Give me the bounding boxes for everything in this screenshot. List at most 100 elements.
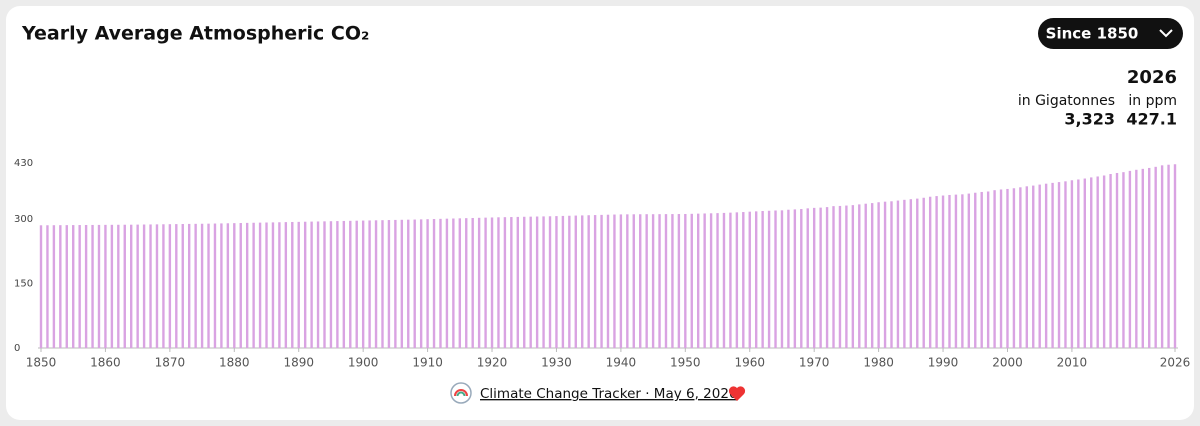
- bar: [439, 218, 442, 348]
- bar: [316, 221, 320, 348]
- x-tick-label: 1860: [90, 356, 121, 370]
- bar: [722, 212, 726, 348]
- bar: [1102, 175, 1106, 348]
- bar: [97, 224, 101, 348]
- bar: [1064, 181, 1067, 348]
- bar: [1141, 168, 1144, 348]
- bar: [207, 223, 210, 348]
- bar: [400, 219, 404, 348]
- bar: [432, 219, 436, 348]
- bar: [542, 216, 545, 348]
- bar: [265, 222, 268, 348]
- bar: [754, 211, 758, 348]
- bar: [690, 213, 693, 348]
- bar: [239, 223, 242, 348]
- bar: [1051, 182, 1054, 348]
- bar: [104, 224, 107, 348]
- bar: [490, 217, 494, 348]
- bar: [548, 216, 552, 348]
- bar: [986, 191, 990, 348]
- bar: [194, 223, 197, 348]
- bar: [220, 223, 223, 348]
- bar: [252, 222, 255, 348]
- bar: [658, 214, 661, 348]
- bar: [387, 220, 391, 348]
- bar: [1070, 180, 1074, 348]
- bar: [336, 221, 339, 348]
- x-tick-label: 1960: [734, 356, 765, 370]
- logo-arc: [454, 389, 468, 397]
- bar: [310, 221, 313, 348]
- dropdown-arrow: [1159, 29, 1173, 38]
- bar: [903, 199, 906, 348]
- bar: [413, 219, 416, 348]
- bar: [72, 225, 75, 348]
- bar: [39, 225, 43, 348]
- bar: [329, 221, 333, 348]
- bar: [117, 224, 120, 348]
- dropdown[interactable]: [1038, 18, 1183, 49]
- bar: [1006, 188, 1009, 348]
- bar: [1109, 174, 1112, 348]
- bar: [510, 217, 513, 348]
- x-tick-label: 2010: [1057, 356, 1088, 370]
- bar: [825, 207, 829, 348]
- bar: [516, 216, 519, 348]
- bar: [729, 212, 732, 348]
- bar: [916, 198, 919, 348]
- dropdown-label[interactable]: Since 1850: [1046, 25, 1139, 43]
- x-tick-label: 1850: [26, 356, 57, 370]
- bar: [709, 213, 713, 348]
- bar: [671, 214, 674, 348]
- bar: [187, 223, 191, 348]
- bar: [948, 194, 951, 348]
- bar: [845, 205, 848, 348]
- ppm-label: in ppm: [1128, 93, 1177, 109]
- bar: [896, 200, 900, 348]
- bar: [419, 219, 423, 348]
- bar: [374, 220, 378, 348]
- bar: [110, 224, 114, 348]
- bar: [452, 218, 455, 348]
- bar: [342, 220, 346, 348]
- bar: [1135, 169, 1138, 348]
- bar: [851, 205, 855, 348]
- bar: [1044, 183, 1048, 348]
- bar: [555, 216, 558, 348]
- bar: [703, 213, 706, 348]
- bar: [65, 225, 68, 348]
- bar: [735, 212, 739, 348]
- bar: [91, 224, 94, 348]
- gigatonnes-label: in Gigatonnes: [1018, 93, 1115, 109]
- bar: [999, 189, 1003, 348]
- bar: [245, 222, 249, 348]
- bar: [632, 214, 635, 348]
- bar: [619, 214, 623, 348]
- heart-icon[interactable]: [728, 386, 746, 401]
- bar: [780, 210, 784, 348]
- bar: [503, 217, 507, 348]
- bar: [407, 219, 410, 348]
- y-tick-label: 430: [14, 158, 33, 169]
- bar: [974, 192, 977, 348]
- x-tick-label: 1940: [606, 356, 637, 370]
- bar: [832, 206, 835, 348]
- bar: [1115, 172, 1119, 348]
- bar: [761, 211, 764, 348]
- bar: [149, 224, 152, 348]
- bar: [980, 191, 983, 348]
- bar: [1160, 165, 1164, 348]
- bar: [258, 222, 262, 348]
- source-link[interactable]: Climate Change Tracker · May 6, 2026: [480, 386, 738, 402]
- bar: [200, 223, 204, 348]
- logo-arc: [456, 391, 466, 397]
- bar: [961, 194, 964, 348]
- bar: [954, 194, 958, 348]
- bar: [1128, 170, 1132, 348]
- bar: [909, 199, 913, 348]
- summary-year: 2026: [1127, 67, 1177, 88]
- bar: [168, 224, 172, 348]
- bar: [78, 225, 81, 348]
- chart-title: Yearly Average Atmospheric CO₂: [21, 23, 369, 45]
